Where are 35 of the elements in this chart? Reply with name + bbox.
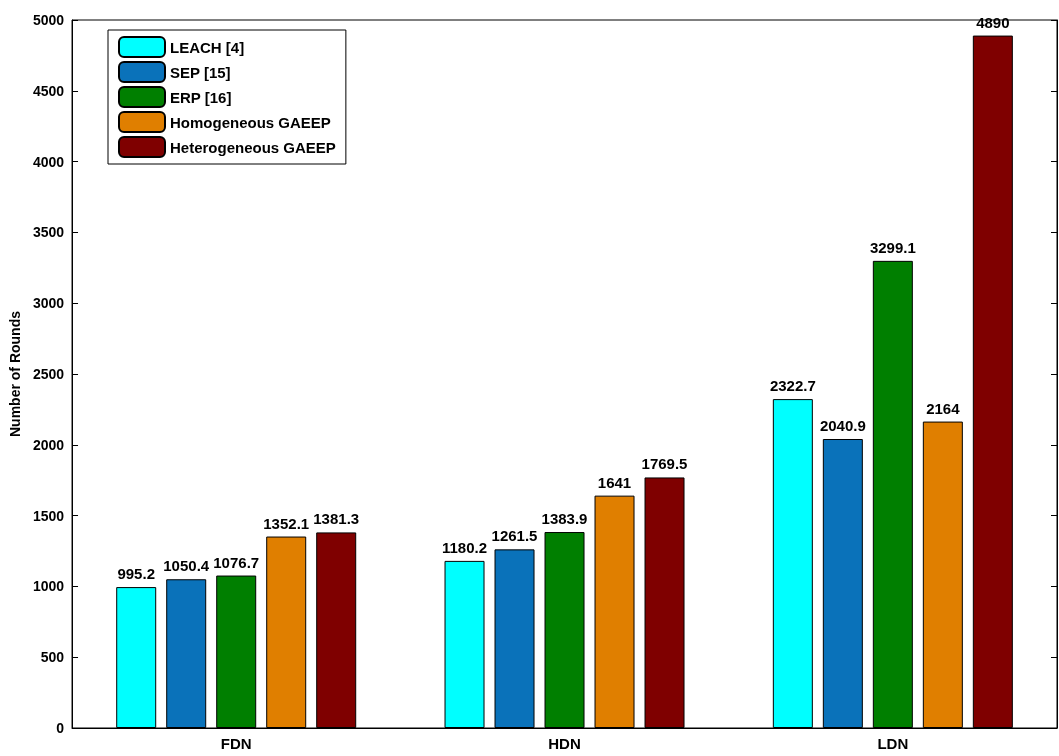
data-label: 2040.9 [819,417,866,435]
y-tick-label: 2000 [32,436,65,453]
data-label: 1352.1 [263,514,310,532]
data-label: 1261.5 [491,527,538,545]
data-label: 2164 [926,399,961,417]
legend-label: Heterogeneous GAEEP [170,138,336,156]
y-tick-label: 2500 [32,366,65,382]
legend-label: ERP [16] [170,88,232,106]
y-tick-label: 4500 [32,82,65,99]
y-tick-label: 5000 [32,12,65,28]
x-tick-label: FDN [220,735,252,752]
data-label: 995.2 [117,565,155,583]
y-tick-label: 3000 [32,295,65,312]
data-label: 1383.9 [541,510,588,528]
y-tick-label: 3500 [32,224,65,241]
y-tick-label: 500 [40,649,65,666]
data-label: 1641 [597,473,632,491]
x-tick-label: LDN [877,735,909,752]
data-label: 1180.2 [441,538,488,556]
data-label: 3299.1 [869,238,916,256]
legend-label: SEP [15] [170,63,231,81]
data-label: 1381.3 [313,510,360,528]
y-tick-label: 1000 [32,578,65,595]
legend-label: LEACH [4] [170,38,245,56]
data-label: 1769.5 [641,455,688,473]
y-axis-title: Number of Rounds [7,310,23,437]
data-label: 1076.7 [213,553,260,571]
data-label: 4890 [976,13,1010,31]
y-tick-label: 0 [56,720,65,736]
legend-label: Homogeneous GAEEP [170,113,331,131]
data-label: 2322.7 [769,377,816,395]
x-tick-label: HDN [548,735,581,752]
y-tick-label: 4000 [32,153,65,170]
data-label: 1050.4 [163,557,210,575]
y-tick-label: 1500 [32,507,65,524]
